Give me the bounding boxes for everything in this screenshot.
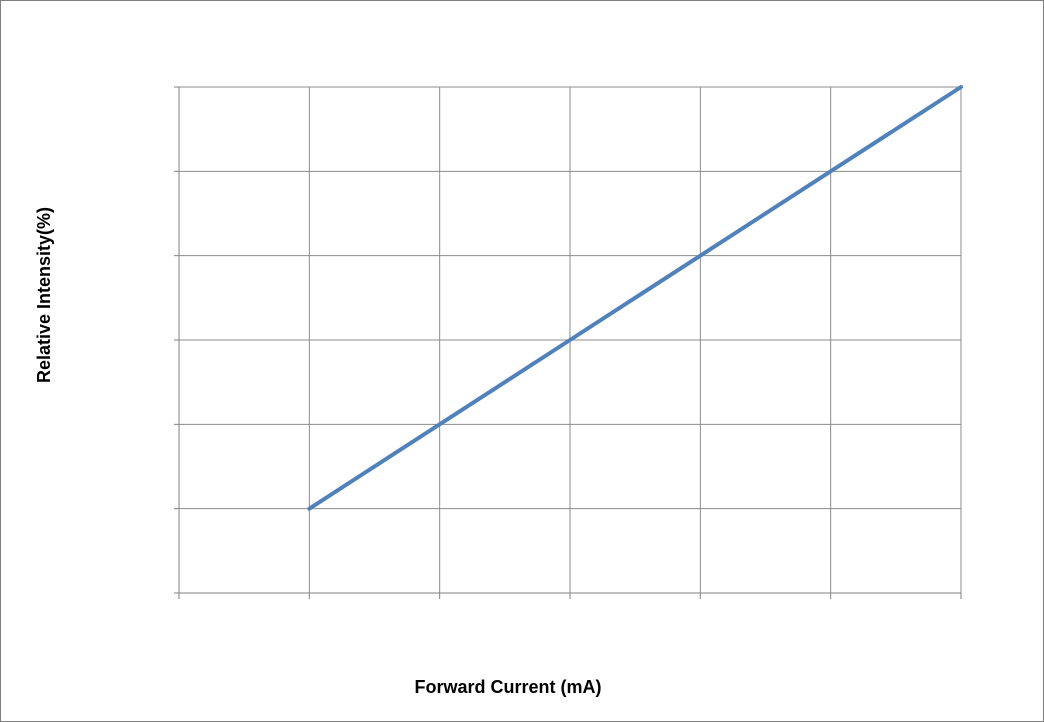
x-axis-title: Forward Current (mA): [414, 677, 601, 697]
series-layer: [307, 85, 963, 511]
tick-layer: [174, 86, 962, 599]
series-line: [307, 85, 963, 511]
y-axis-title: Relative Intensity(%): [34, 207, 54, 383]
